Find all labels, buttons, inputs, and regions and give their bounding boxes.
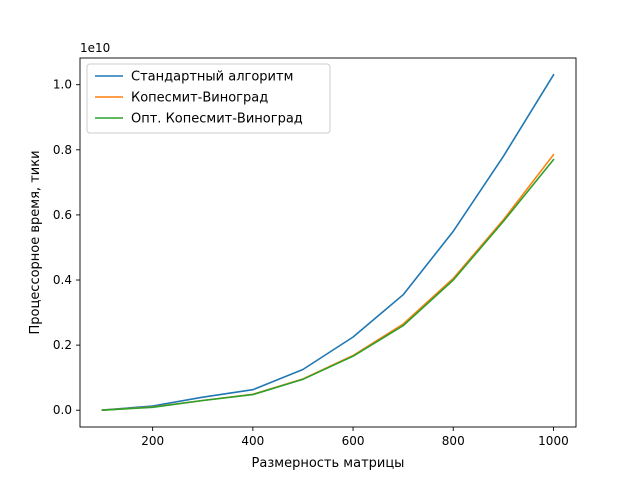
x-axis-label: Размерность матрицы (252, 456, 405, 471)
x-tick-label: 800 (442, 434, 465, 448)
y-tick-label: 0.8 (53, 143, 72, 157)
legend-label-1: Стандартный алгоритм (131, 70, 293, 85)
legend-label-2: Копесмит-Виноград (131, 91, 268, 106)
y-axis-label: Процессорное время, тики (28, 150, 43, 334)
series-line-3 (101, 158, 555, 411)
plot-area: 200 400 600 800 1000 0.0 0.2 0.4 0.6 0.8 1.0 Станда… (53, 57, 577, 448)
x-tick-label: 400 (241, 434, 264, 448)
legend: Стандартный алгоритм Копесмит-Виноград Опт… (86, 63, 331, 134)
x-tick-label: 200 (141, 434, 164, 448)
y-tick-label: 0.6 (53, 208, 72, 222)
axes-frame (79, 57, 577, 428)
y-tick-label: 0.2 (53, 338, 72, 352)
legend-label-3: Опт. Копесмит-Виноград (131, 112, 303, 127)
x-tick-label: 600 (342, 434, 365, 448)
x-tick-label: 1000 (538, 434, 569, 448)
y-tick-label: 0.4 (53, 273, 72, 287)
y-tick-label: 0.0 (53, 403, 72, 417)
y-offset-label: 1e10 (80, 41, 110, 55)
series-line-1 (101, 73, 555, 411)
legend-box (86, 63, 331, 134)
y-tick-label: 1.0 (53, 78, 72, 92)
